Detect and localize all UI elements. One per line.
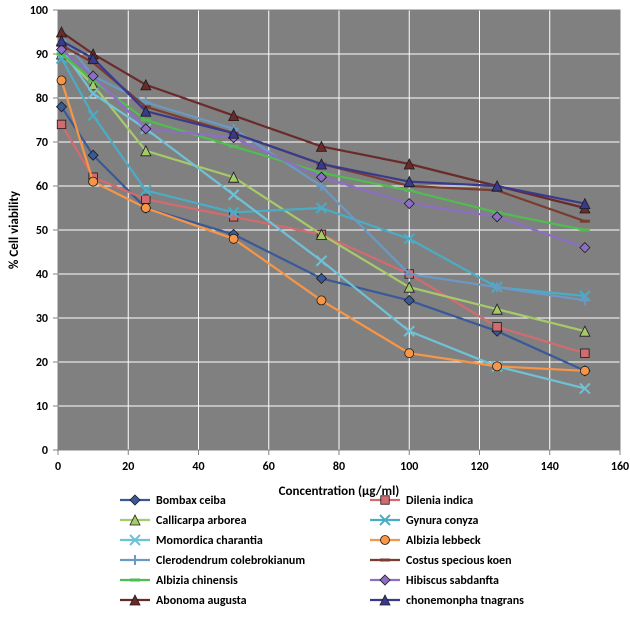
legend-item: Hibiscus sabdanfta [370, 574, 499, 588]
legend-label: Callicarpa arborea [156, 514, 247, 528]
y-tick-label: 70 [36, 136, 48, 150]
y-axis-label: % Cell viability [7, 190, 22, 269]
legend-item: Costus specious koen [370, 554, 512, 568]
legend-item: Albizia lebbeck [370, 534, 481, 548]
legend-item: Callicarpa arborea [120, 514, 247, 528]
legend-item: Clerodendrum colebrokianum [120, 554, 305, 568]
legend-label: chonemonpha tnagrans [406, 594, 524, 608]
x-tick-label: 140 [541, 460, 559, 474]
x-tick-label: 160 [611, 460, 629, 474]
legend-label: Albizia chinensis [156, 574, 238, 588]
legend-label: Dilenia indica [406, 494, 473, 508]
y-tick-label: 10 [36, 400, 48, 414]
y-tick-label: 20 [36, 356, 48, 370]
y-tick-label: 90 [36, 48, 48, 62]
legend: Bombax ceiba Dilenia indica Callicarpa arb… [120, 494, 524, 608]
y-tick-label: 50 [36, 224, 48, 238]
legend-label: Hibiscus sabdanfta [406, 574, 499, 588]
viability-chart: 0 20 40 60 80 100 120 140 160 0 10 20 30 40 50 60 70 80 90… [0, 0, 630, 629]
y-tick-label: 40 [36, 268, 48, 282]
legend-label: Abonoma augusta [156, 594, 247, 608]
chart-svg: 0 20 40 60 80 100 120 140 160 0 10 20 30 40 50 60 70 80 90… [0, 0, 630, 629]
legend-item: Momordica charantia [120, 534, 263, 548]
legend-label: Bombax ceiba [156, 494, 226, 508]
legend-label: Momordica charantia [156, 534, 263, 548]
x-tick-label: 120 [470, 460, 488, 474]
legend-item: Dilenia indica [370, 494, 473, 508]
x-tick-label: 60 [263, 460, 275, 474]
y-tick-label: 100 [30, 4, 48, 18]
y-tick-label: 0 [42, 444, 48, 458]
y-tick-label: 30 [36, 312, 48, 326]
x-tick-label: 80 [333, 460, 345, 474]
x-tick-label: 0 [55, 460, 61, 474]
y-tick-label: 60 [36, 180, 48, 194]
legend-label: Clerodendrum colebrokianum [156, 554, 305, 568]
legend-label: Gynura conyza [406, 514, 479, 528]
y-tick-label: 80 [36, 92, 48, 106]
legend-item: Gynura conyza [370, 514, 479, 528]
x-tick-label: 100 [400, 460, 418, 474]
legend-label: Albizia lebbeck [406, 534, 481, 548]
legend-item: Albizia chinensis [120, 574, 238, 588]
legend-item: Bombax ceiba [120, 494, 226, 508]
x-tick-label: 20 [122, 460, 134, 474]
legend-item: chonemonpha tnagrans [370, 594, 524, 608]
x-tick-label: 40 [192, 460, 204, 474]
legend-label: Costus specious koen [406, 554, 512, 568]
legend-item: Abonoma augusta [120, 594, 247, 608]
